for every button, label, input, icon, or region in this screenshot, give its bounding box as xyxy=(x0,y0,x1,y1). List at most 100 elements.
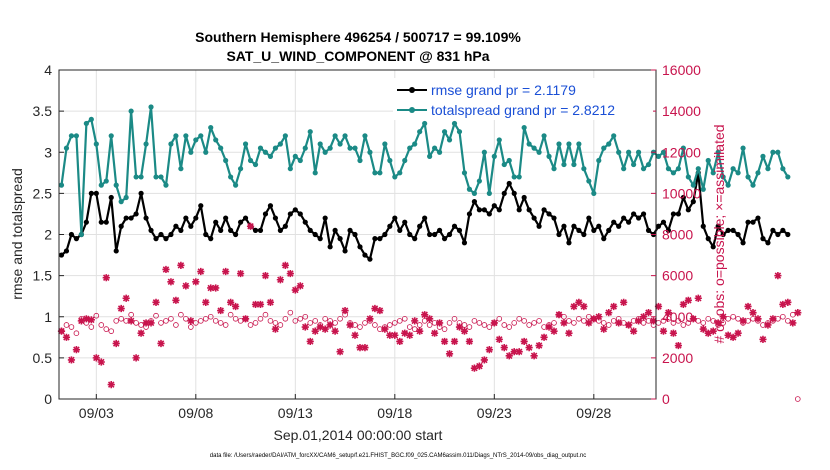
totalspread-point xyxy=(153,174,159,180)
obs_assimilated-point xyxy=(709,327,717,335)
rmse-point xyxy=(307,227,313,233)
totalspread-point xyxy=(362,133,368,139)
series-rmse xyxy=(58,170,791,262)
totalspread-point xyxy=(108,133,114,139)
totalspread-point xyxy=(675,166,681,172)
rmse-point xyxy=(446,231,453,238)
totalspread-point xyxy=(367,149,373,155)
totalspread-point xyxy=(98,182,104,188)
obs_assimilated-point xyxy=(102,274,110,282)
obs_assimilated-point xyxy=(649,317,658,325)
y-tick-label-left: 3.5 xyxy=(33,103,53,119)
x-tick-label: 09/23 xyxy=(477,405,512,421)
totalspread-point xyxy=(556,141,562,147)
obs_assimilated-point xyxy=(515,348,523,356)
obs_possible-point xyxy=(685,320,692,326)
obs_assimilated-point xyxy=(341,306,349,315)
rmse-point xyxy=(173,223,179,229)
rmse-point xyxy=(501,190,507,196)
obs_assimilated-point xyxy=(172,296,180,304)
totalspread-point xyxy=(342,133,348,139)
obs_assimilated-point xyxy=(82,315,90,323)
obs_assimilated-point xyxy=(550,327,558,335)
obs_assimilated-point xyxy=(346,321,354,329)
rmse-point xyxy=(347,227,353,233)
obs_assimilated-point xyxy=(376,306,384,315)
obs_assimilated-point xyxy=(749,309,757,317)
rmse-point xyxy=(640,211,647,217)
obs_assimilated-point xyxy=(724,331,732,339)
obs_assimilated-point xyxy=(654,302,663,311)
obs_assimilated-point xyxy=(490,319,498,327)
rmse-point xyxy=(601,236,607,242)
obs_assimilated-point xyxy=(540,333,548,341)
rmse-point xyxy=(556,231,562,238)
totalspread-point xyxy=(591,190,597,196)
totalspread-point xyxy=(655,153,662,159)
rmse-point xyxy=(407,231,413,238)
obs_possible-point xyxy=(322,316,328,322)
obs_assimilated-point xyxy=(197,267,205,276)
totalspread-point xyxy=(481,149,487,155)
obs_assimilated-point xyxy=(525,343,533,352)
obs_assimilated-point xyxy=(271,325,280,333)
obs_possible-point xyxy=(372,322,378,328)
totalspread-point xyxy=(188,149,194,155)
obs_assimilated-point xyxy=(615,319,623,327)
rmse-point xyxy=(561,223,567,229)
totalspread-point xyxy=(123,194,129,201)
totalspread-point xyxy=(133,174,139,180)
rmse-point xyxy=(461,240,468,246)
obs_assimilated-point xyxy=(92,354,100,362)
rmse-point xyxy=(342,248,348,254)
obs_possible-point xyxy=(446,320,453,326)
obs_assimilated-point xyxy=(217,306,225,315)
totalspread-point xyxy=(665,166,672,172)
obs_possible-point xyxy=(312,318,319,324)
totalspread-point xyxy=(183,133,189,139)
obs_possible-point xyxy=(68,324,75,330)
totalspread-point xyxy=(163,182,169,188)
obs_possible-point xyxy=(188,324,194,330)
x-axis-label: Sep.01,2014 00:00:00 start xyxy=(274,427,443,443)
obs_assimilated-point xyxy=(475,362,483,370)
obs_assimilated-point xyxy=(684,296,692,304)
totalspread-point xyxy=(765,166,771,172)
rmse-point xyxy=(118,223,124,229)
totalspread-point xyxy=(456,129,463,135)
rmse-point xyxy=(168,231,174,238)
obs_assimilated-point xyxy=(426,315,434,323)
totalspread-point xyxy=(466,186,473,192)
rmse-point xyxy=(237,219,244,225)
rmse-point xyxy=(188,223,194,229)
obs_assimilated-point xyxy=(595,313,603,321)
obs_assimilated-point xyxy=(779,300,787,309)
totalspread-point xyxy=(576,141,582,147)
obs_assimilated-point xyxy=(565,329,573,337)
obs_possible-point xyxy=(551,320,557,326)
obs_assimilated-point xyxy=(72,346,81,354)
totalspread-point xyxy=(541,133,547,139)
y-tick-label-right: 4000 xyxy=(662,309,693,325)
y-tick-label-left: 0 xyxy=(44,391,52,407)
rmse-point xyxy=(760,236,766,242)
obs_assimilated-point xyxy=(351,331,359,339)
obs_assimilated-point xyxy=(127,317,135,325)
obs_assimilated-point xyxy=(122,294,130,302)
totalspread-point xyxy=(427,153,433,159)
rmse-point xyxy=(128,215,134,221)
rmse-point xyxy=(228,227,234,233)
totalspread-point xyxy=(312,170,318,176)
totalspread-point xyxy=(511,174,517,180)
totalspread-point xyxy=(78,231,84,238)
totalspread-point xyxy=(282,133,288,139)
rmse-point xyxy=(367,256,373,262)
obs_assimilated-point xyxy=(107,381,115,389)
totalspread-point xyxy=(228,174,234,180)
rmse-point xyxy=(252,227,259,233)
obs_possible-point xyxy=(173,322,179,328)
obs_assimilated-point xyxy=(545,323,553,331)
totalspread-point xyxy=(297,157,303,164)
totalspread-point xyxy=(640,166,647,172)
rmse-point xyxy=(551,215,557,221)
